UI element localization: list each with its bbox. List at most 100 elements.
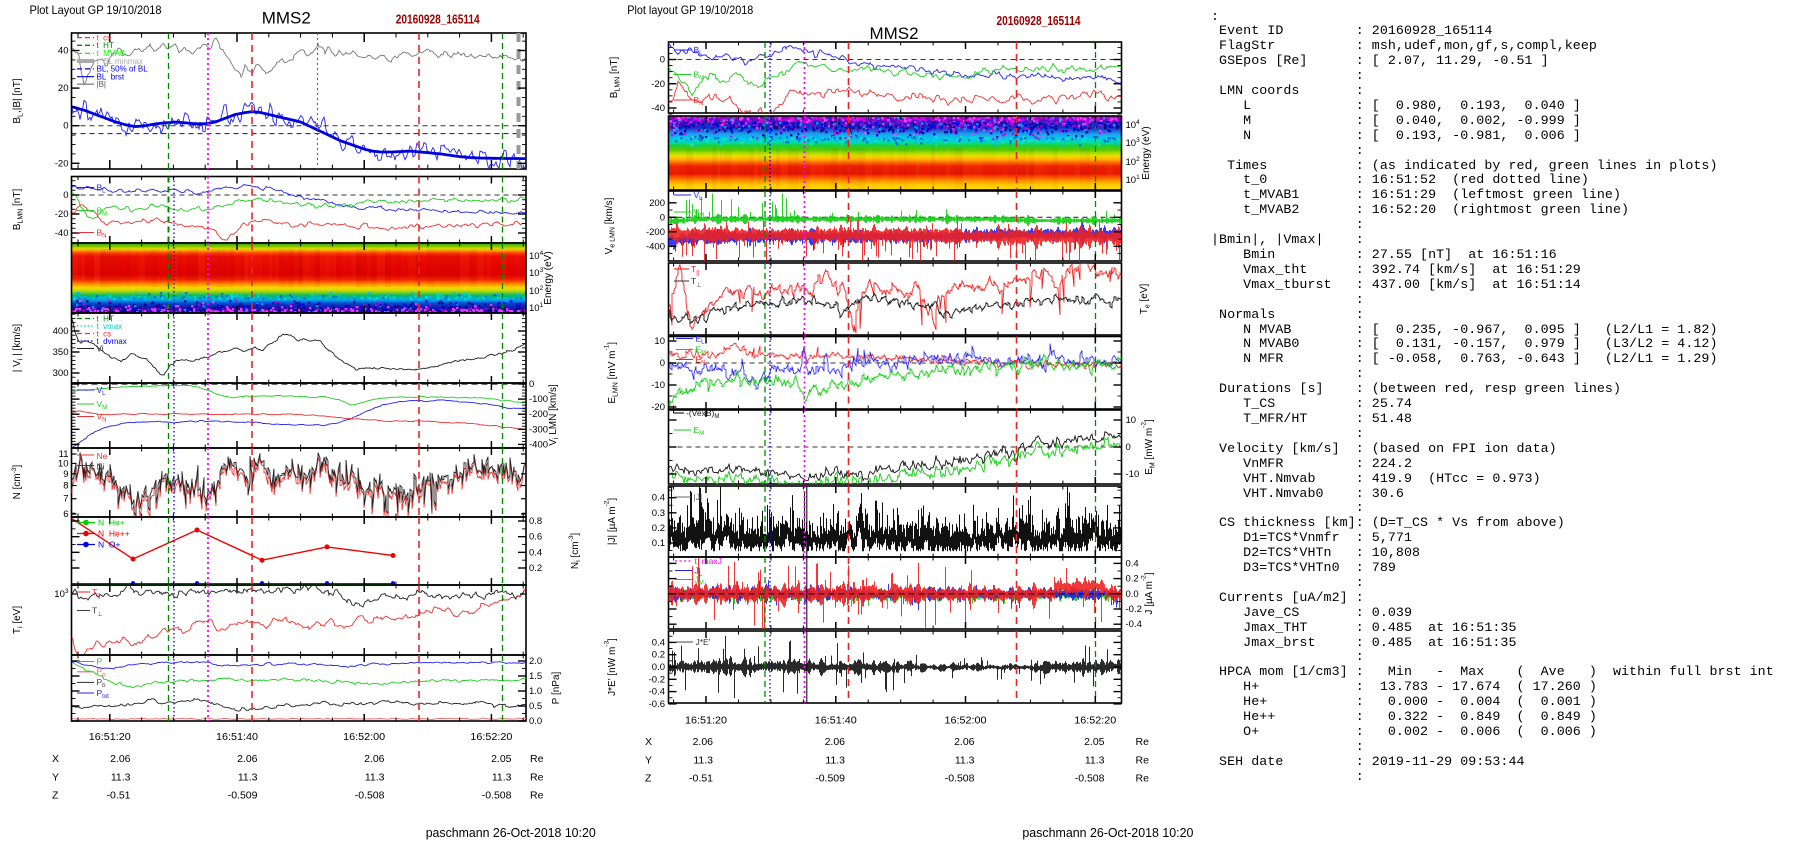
svg-text:1.5: 1.5 (529, 671, 542, 682)
svg-text:Vi: Vi (97, 344, 104, 353)
svg-text:X: X (645, 736, 652, 748)
svg-text:X: X (52, 753, 59, 765)
svg-text:16:51:40: 16:51:40 (216, 732, 258, 743)
svg-text:VM: VM (97, 399, 108, 411)
svg-text:0.2: 0.2 (1126, 574, 1139, 585)
svg-text:BN: BN (97, 228, 107, 240)
svg-text:11: 11 (59, 449, 69, 460)
svg-text:0.5: 0.5 (529, 701, 542, 712)
svg-text:Plot Layout GP 19/10/2018: Plot Layout GP 19/10/2018 (30, 3, 162, 17)
svg-text:0.2: 0.2 (529, 563, 542, 574)
svg-text:-0.4: -0.4 (1126, 619, 1142, 630)
svg-text:300: 300 (53, 368, 69, 379)
svg-text:JL: JL (695, 566, 703, 578)
svg-text:-400: -400 (529, 439, 548, 450)
svg-text:16:52:00: 16:52:00 (343, 732, 385, 743)
svg-text:EM [mW m-2]: EM [mW m-2] (1141, 419, 1157, 475)
svg-text:MMS2: MMS2 (262, 10, 311, 28)
svg-text:2.06: 2.06 (825, 736, 846, 748)
svg-text:2.06: 2.06 (954, 736, 975, 748)
svg-text:2.0: 2.0 (529, 656, 542, 667)
svg-text:T||: T|| (691, 264, 700, 277)
svg-text:0.4: 0.4 (652, 493, 665, 504)
svg-text:0.2: 0.2 (652, 650, 665, 661)
svg-text:t cs: t cs (97, 33, 112, 42)
svg-text:P: P (97, 656, 103, 666)
svg-text:200: 200 (649, 198, 665, 209)
svg-text:BM: BM (97, 206, 108, 218)
svg-text:t dvmax: t dvmax (97, 337, 127, 346)
svg-text:0.4: 0.4 (1126, 558, 1139, 569)
svg-text:JM: JM (695, 575, 704, 587)
svg-text:-0.51: -0.51 (689, 773, 713, 785)
svg-text:Ne: Ne (97, 451, 108, 461)
svg-text:Z: Z (52, 790, 59, 802)
svg-text:2.05: 2.05 (491, 753, 512, 765)
svg-text:2.06: 2.06 (237, 753, 258, 765)
svg-text:10: 10 (58, 458, 69, 469)
svg-text:-0.508: -0.508 (482, 790, 512, 802)
svg-text:-100: -100 (529, 394, 548, 405)
svg-text:16:51:20: 16:51:20 (89, 732, 131, 743)
svg-text:paschmann 26-Oct-2018 10:20: paschmann 26-Oct-2018 10:20 (1022, 826, 1193, 840)
svg-text:400: 400 (53, 326, 69, 337)
svg-text:0.0: 0.0 (652, 662, 665, 673)
svg-text:-200: -200 (646, 227, 665, 238)
svg-text:VN: VN (97, 412, 107, 424)
svg-text:0.3: 0.3 (652, 508, 665, 519)
svg-text:10: 10 (1126, 415, 1137, 426)
svg-text:20: 20 (58, 83, 69, 94)
svg-text:N He+: N He+ (98, 517, 125, 527)
svg-text:|J|: |J| (694, 492, 703, 502)
svg-text:Ni: Ni (97, 462, 105, 472)
svg-text:-0.509: -0.509 (815, 773, 845, 785)
svg-text:-0.508: -0.508 (945, 773, 975, 785)
svg-text:2.06: 2.06 (693, 736, 714, 748)
svg-text:0: 0 (1126, 442, 1131, 453)
svg-text:0.6: 0.6 (529, 532, 542, 543)
svg-text:-40: -40 (55, 228, 69, 239)
svg-text:0.4: 0.4 (529, 547, 542, 558)
svg-text:EM: EM (696, 345, 707, 357)
svg-text:J*E' [nW m-3]: J*E' [nW m-3] (604, 638, 619, 696)
svg-text:BLMN [nT]: BLMN [nT] (609, 57, 622, 99)
svg-text:Ni [cm-3]: Ni [cm-3] (568, 533, 582, 569)
svg-text:-200: -200 (529, 409, 548, 420)
svg-text:N O+: N O+ (98, 539, 120, 549)
svg-text:40: 40 (58, 46, 69, 57)
svg-text:Re: Re (1136, 773, 1150, 785)
svg-text:350: 350 (53, 347, 69, 358)
svg-text:-0.508: -0.508 (355, 790, 385, 802)
svg-text:T⊥: T⊥ (691, 276, 701, 289)
svg-text:Re: Re (1136, 736, 1150, 748)
svg-text:-40: -40 (651, 103, 665, 114)
svg-text:BM: BM (694, 70, 705, 82)
svg-text:-0.51: -0.51 (107, 790, 131, 802)
svg-text:0.4: 0.4 (652, 637, 665, 648)
svg-text:P [nPa]: P [nPa] (551, 671, 562, 704)
svg-text:0: 0 (660, 212, 665, 223)
svg-text:-20: -20 (651, 79, 665, 90)
svg-text:Re: Re (530, 772, 544, 784)
svg-text:0.1: 0.1 (652, 538, 665, 549)
svg-text:-300: -300 (529, 424, 548, 435)
svg-text:16:52:20: 16:52:20 (1074, 716, 1116, 727)
svg-text:0: 0 (660, 358, 665, 369)
svg-text:10: 10 (654, 336, 665, 347)
svg-text:BN: BN (694, 95, 704, 107)
svg-text:Vi LMN [km/s]: Vi LMN [km/s] (548, 384, 560, 446)
svg-text:t MVAB: t MVAB (97, 49, 126, 58)
svg-text:EN: EN (696, 355, 706, 367)
svg-text:11.3: 11.3 (955, 755, 975, 767)
svg-text:Te [eV]: Te [eV] (1139, 283, 1152, 314)
svg-text:Y: Y (52, 772, 59, 784)
svg-text:20160928_165114: 20160928_165114 (997, 13, 1082, 28)
svg-text:-400: -400 (646, 241, 665, 252)
svg-text:-10: -10 (1126, 469, 1140, 480)
svg-text:11.3: 11.3 (492, 772, 512, 784)
svg-text:T⊥: T⊥ (92, 606, 102, 619)
svg-text:paschmann 26-Oct-2018 10:20: paschmann 26-Oct-2018 10:20 (426, 826, 596, 840)
svg-text:2.06: 2.06 (110, 753, 131, 765)
svg-text:Pp: Pp (97, 667, 107, 679)
svg-text:BL, 50% of BL: BL, 50% of BL (97, 65, 149, 74)
